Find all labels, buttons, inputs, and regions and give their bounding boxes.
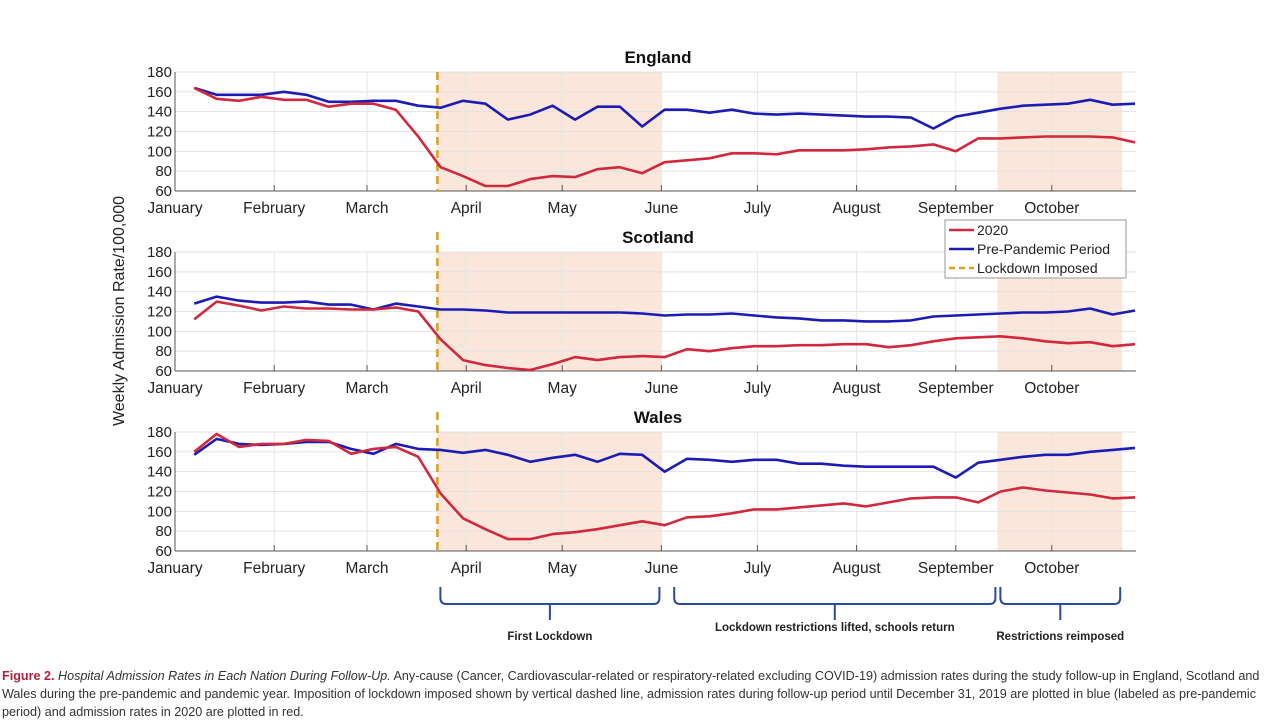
panel-wales: 60 80 100 120 140 160 180 January February March A… xyxy=(147,408,1136,577)
x-tick-label: July xyxy=(744,560,772,577)
annotation-bracket: Lockdown restrictions lifted, schools re… xyxy=(674,587,995,634)
x-tick-label: October xyxy=(1024,560,1079,577)
panel-england: 60 80 100 120 140 160 180 January February March A… xyxy=(147,48,1136,217)
y-tick-label: 60 xyxy=(155,183,172,200)
y-tick-label: 180 xyxy=(147,64,172,81)
y-tick-label: 160 xyxy=(147,264,172,281)
y-tick-label: 180 xyxy=(147,424,172,441)
x-tick-label: February xyxy=(243,380,305,397)
x-tick-label: September xyxy=(918,380,994,397)
bracket xyxy=(440,587,659,620)
annotation-bracket: Restrictions reimposed xyxy=(996,587,1124,643)
x-tick-label: September xyxy=(918,560,994,577)
x-tick-label: April xyxy=(451,200,482,217)
x-tick-label: March xyxy=(345,380,388,397)
x-tick-label: June xyxy=(645,200,679,217)
y-tick-label: 100 xyxy=(147,323,172,340)
y-tick-label: 120 xyxy=(147,304,172,321)
x-tick-label: January xyxy=(147,200,202,217)
y-tick-label: 140 xyxy=(147,104,172,121)
annotation-label: Lockdown restrictions lifted, schools re… xyxy=(715,622,955,634)
x-tick-label: June xyxy=(645,560,679,577)
x-tick-label: October xyxy=(1024,380,1079,397)
x-tick-label: February xyxy=(243,200,305,217)
legend-entry: 2020 xyxy=(977,222,1008,238)
x-tick-label: October xyxy=(1024,200,1079,217)
y-tick-label: 80 xyxy=(155,523,172,540)
panel-title: Wales xyxy=(634,408,683,427)
y-tick-label: 80 xyxy=(155,343,172,360)
y-tick-label: 80 xyxy=(155,163,172,180)
y-tick-label: 120 xyxy=(147,124,172,141)
y-tick-label: 60 xyxy=(155,543,172,560)
x-tick-label: January xyxy=(147,380,202,397)
x-tick-label: February xyxy=(243,560,305,577)
y-tick-label: 180 xyxy=(147,244,172,261)
x-tick-label: April xyxy=(451,380,482,397)
x-tick-label: March xyxy=(345,200,388,217)
annotation-label: Restrictions reimposed xyxy=(996,631,1124,643)
figure-title: Hospital Admission Rates in Each Nation … xyxy=(58,669,391,683)
annotation-bracket: First Lockdown xyxy=(440,587,659,643)
figure-caption: Figure 2. Hospital Admission Rates in Ea… xyxy=(2,667,1278,721)
series-line-pre-pandemic xyxy=(194,88,1135,129)
x-tick-label: May xyxy=(548,200,578,217)
y-axis-label: Weekly Admission Rate/100,000 xyxy=(111,196,128,426)
y-tick-label: 160 xyxy=(147,84,172,101)
y-tick-label: 140 xyxy=(147,464,172,481)
bracket xyxy=(674,587,995,620)
x-tick-label: March xyxy=(345,560,388,577)
x-tick-label: May xyxy=(548,560,578,577)
x-tick-label: July xyxy=(744,380,772,397)
y-tick-label: 160 xyxy=(147,444,172,461)
x-tick-label: August xyxy=(832,560,881,577)
x-tick-label: April xyxy=(451,560,482,577)
legend-entry: Pre-Pandemic Period xyxy=(977,241,1110,257)
legend: 2020 Pre-Pandemic Period Lockdown Imposed xyxy=(945,220,1126,278)
annotation-label: First Lockdown xyxy=(507,631,592,643)
x-tick-label: June xyxy=(645,380,679,397)
x-tick-label: May xyxy=(548,380,578,397)
bracket xyxy=(1000,587,1120,620)
x-tick-label: September xyxy=(918,200,994,217)
x-tick-label: August xyxy=(832,200,881,217)
y-tick-label: 100 xyxy=(147,143,172,160)
panel-title: England xyxy=(624,48,691,67)
panel-title: Scotland xyxy=(622,228,694,247)
x-tick-label: January xyxy=(147,560,202,577)
y-tick-label: 140 xyxy=(147,284,172,301)
figure-label: Figure 2. xyxy=(2,669,54,683)
x-tick-label: July xyxy=(744,200,772,217)
y-tick-label: 60 xyxy=(155,363,172,380)
y-tick-label: 120 xyxy=(147,484,172,501)
series-line-2020 xyxy=(194,434,1135,539)
x-tick-label: August xyxy=(832,380,881,397)
legend-entry: Lockdown Imposed xyxy=(977,260,1098,276)
y-tick-label: 100 xyxy=(147,503,172,520)
